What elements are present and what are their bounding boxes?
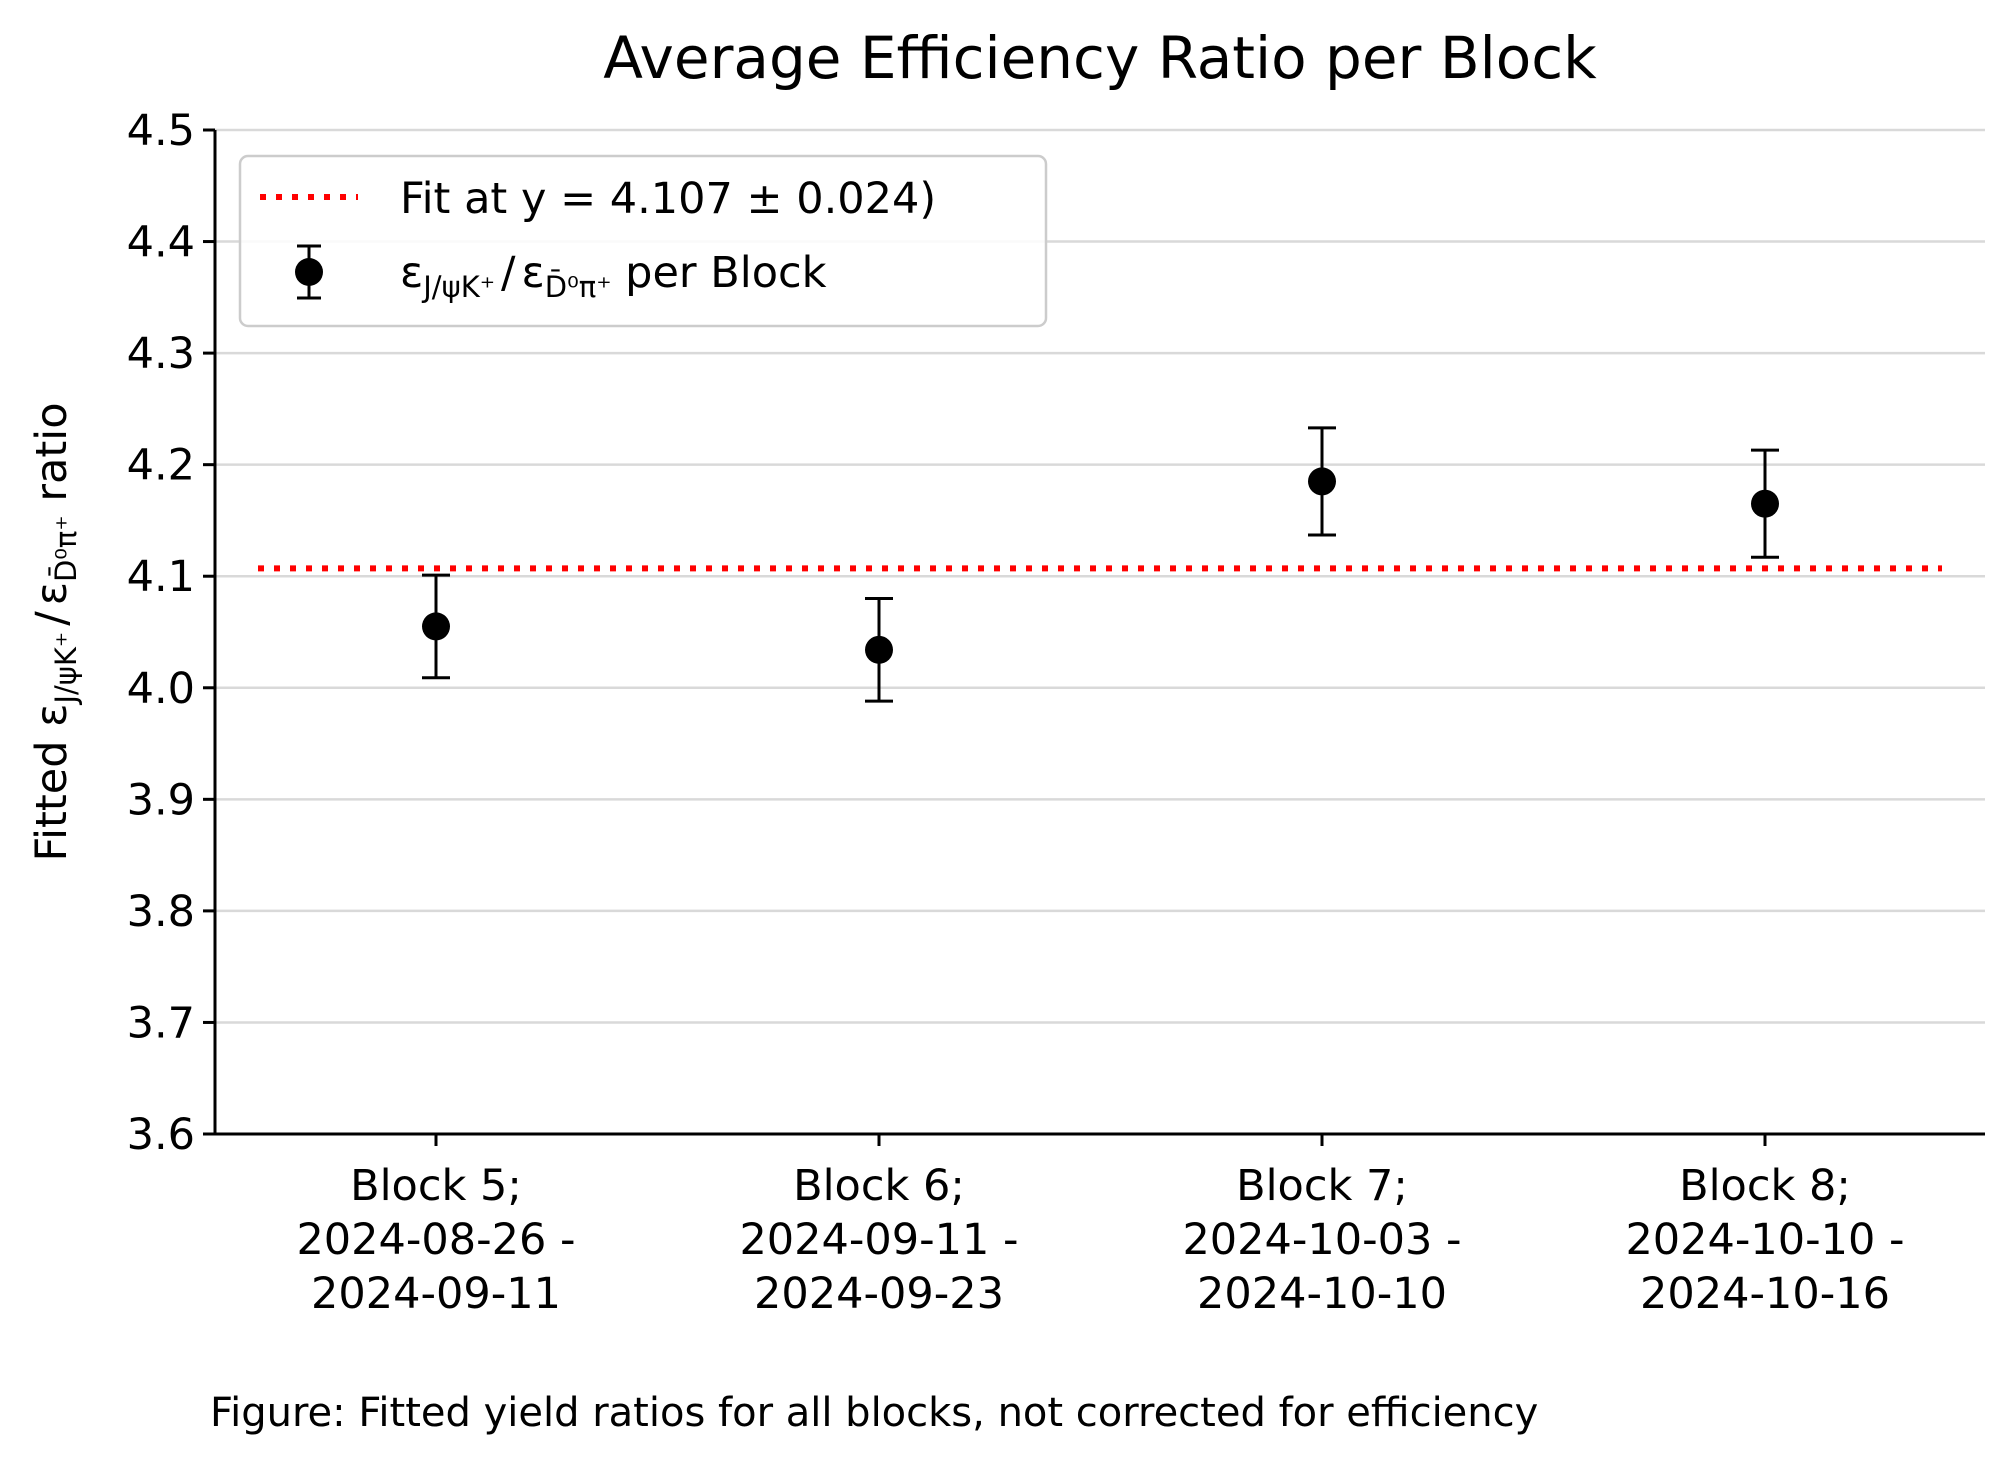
y-label-sub1: J/ψK⁺: [49, 632, 83, 706]
data-point: [865, 597, 893, 703]
legend-sub2: D̄⁰π⁺: [545, 270, 612, 304]
data-point: [1308, 426, 1336, 537]
data-point: [1751, 448, 1779, 559]
y-label-slash: /: [27, 611, 77, 626]
legend-eps1: ε: [400, 248, 423, 298]
legend-sub1: J/ψK⁺: [421, 270, 495, 304]
point-marker: [1308, 467, 1336, 496]
y-tick-label: 4.4: [127, 218, 195, 268]
y-tick-label: 3.8: [127, 887, 195, 937]
x-tick-label: Block 6; 2024-09-11 -2024-09-23: [739, 1161, 1018, 1319]
y-tick-label: 4.3: [127, 329, 195, 379]
data-points-group: [422, 426, 1779, 703]
legend-eps2: ε: [522, 248, 545, 298]
y-ticks: 3.6 3.7 3.8 3.9 4.0 4.1 4.2 4.3 4.4 4.5: [127, 106, 215, 1160]
y-axis-label: Fitted εJ/ψK⁺/εD̄⁰π⁺ ratio: [27, 402, 83, 861]
legend-box: [238, 154, 1048, 328]
y-label-eps1: ε: [27, 704, 77, 727]
y-label-sub2: D̄⁰π⁺: [49, 515, 83, 582]
x-ticks: Block 5; 2024-08-26 -2024-09-11 Block 6; 20…: [296, 1134, 1905, 1319]
y-tick-label: 3.7: [127, 998, 195, 1048]
y-label-prefix: Fitted: [27, 727, 77, 862]
legend-points-label: εJ/ψK⁺ / εD̄⁰π⁺ per Block: [400, 248, 827, 304]
y-label-suffix: ratio: [27, 402, 77, 515]
x-tick-label: Block 7; 2024-10-03 -2024-10-10: [1182, 1161, 1461, 1319]
chart-title: Average Efficiency Ratio per Block: [603, 24, 1597, 92]
point-marker: [865, 635, 893, 664]
y-tick-label: 4.1: [127, 552, 195, 602]
y-tick-label: 3.6: [127, 1110, 195, 1160]
axes: [213, 130, 1985, 1136]
legend: Fit at y = 4.107 ± 0.024) εJ/ψK⁺ / εD̄⁰π⁺ …: [238, 154, 1048, 328]
y-tick-label: 3.9: [127, 775, 195, 825]
point-marker: [422, 612, 450, 641]
legend-suffix: per Block: [612, 248, 827, 298]
legend-points-swatch: [295, 244, 323, 300]
point-marker: [1751, 489, 1779, 518]
y-tick-label: 4.0: [127, 664, 195, 714]
legend-slash: /: [501, 248, 516, 298]
x-tick-label: Block 5; 2024-08-26 -2024-09-11: [296, 1161, 575, 1319]
y-tick-label: 4.5: [127, 106, 195, 156]
figure-caption: Figure: Fitted yield ratios for all bloc…: [210, 1390, 1538, 1436]
data-point: [422, 573, 450, 680]
x-tick-label: Block 8; 2024-10-10 -2024-10-16: [1625, 1161, 1904, 1319]
y-label-eps2: ε: [27, 582, 77, 605]
legend-fit-label: Fit at y = 4.107 ± 0.024): [400, 174, 936, 224]
y-tick-label: 4.2: [127, 441, 195, 491]
